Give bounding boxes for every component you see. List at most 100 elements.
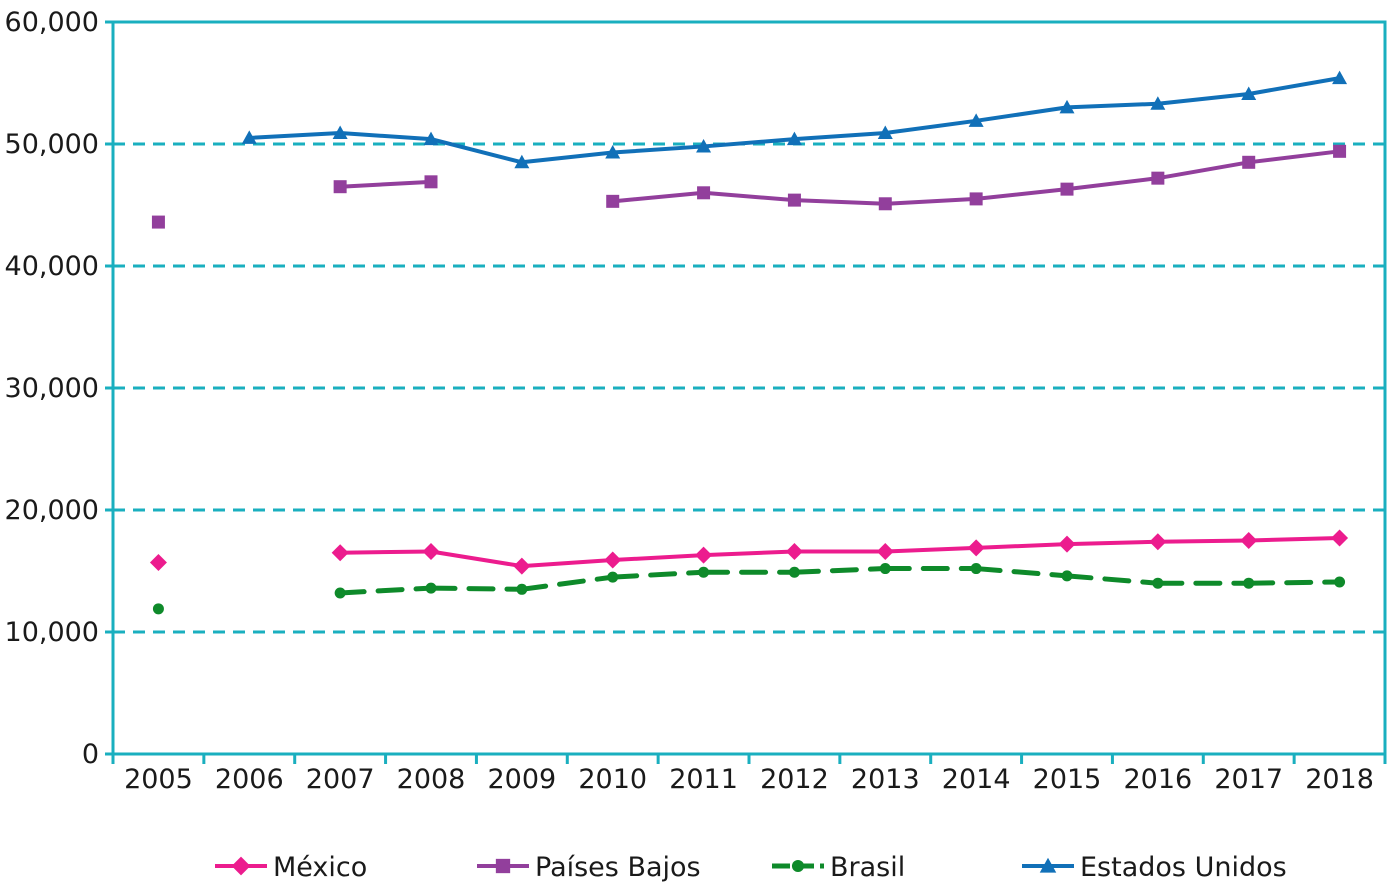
data-point bbox=[513, 557, 531, 575]
series-line-segment bbox=[883, 118, 979, 136]
data-point bbox=[332, 125, 348, 140]
x-tick-label: 2016 bbox=[1123, 764, 1192, 795]
series-line-segment bbox=[610, 190, 706, 204]
series-line-segment bbox=[1065, 539, 1160, 547]
data-point bbox=[1333, 144, 1347, 158]
legend-marker bbox=[791, 859, 805, 873]
series-line-segment bbox=[610, 553, 706, 563]
series-line-segment bbox=[883, 196, 979, 206]
data-point bbox=[1243, 577, 1255, 589]
data-point bbox=[697, 186, 711, 200]
series-3 bbox=[241, 70, 1348, 169]
data-point bbox=[970, 563, 982, 575]
series-line-segment bbox=[247, 131, 343, 140]
series-line-segment bbox=[701, 190, 797, 203]
data-point bbox=[785, 542, 803, 560]
y-tick-label: 10,000 bbox=[5, 617, 99, 648]
data-point bbox=[879, 563, 891, 575]
series-line-segment bbox=[429, 549, 524, 569]
series-line-segment bbox=[1155, 160, 1251, 181]
data-point bbox=[152, 603, 164, 615]
series-line-segment bbox=[974, 542, 1069, 550]
data-point bbox=[877, 125, 893, 140]
series-line-segment bbox=[701, 549, 797, 558]
series-line-segment bbox=[610, 144, 706, 155]
data-point bbox=[787, 193, 801, 207]
data-point bbox=[241, 130, 257, 144]
series-line-segment bbox=[1065, 101, 1160, 110]
y-axis: 0 10,000 20,000 30,000 40,000 50,000 60,000 bbox=[5, 7, 113, 770]
x-tick-label: 2007 bbox=[306, 764, 375, 795]
series-line-segment bbox=[1155, 91, 1251, 106]
data-point bbox=[607, 571, 619, 583]
series-line-segment bbox=[1246, 76, 1342, 96]
legend-label: Países Bajos bbox=[535, 852, 701, 883]
gridlines bbox=[113, 142, 1385, 634]
x-tick-label: 2013 bbox=[851, 764, 920, 795]
series-line-segment bbox=[338, 179, 433, 189]
series-line-segment bbox=[519, 574, 616, 592]
data-point bbox=[151, 215, 165, 229]
y-tick-label: 20,000 bbox=[5, 495, 99, 526]
x-tick-label: 2011 bbox=[669, 764, 738, 795]
series-line-segment bbox=[610, 569, 707, 580]
data-point bbox=[876, 542, 894, 560]
data-point bbox=[786, 131, 802, 146]
data-point bbox=[1240, 532, 1258, 549]
y-tick-label: 60,000 bbox=[5, 7, 99, 38]
series-line-segment bbox=[338, 549, 433, 555]
x-tick-label: 2010 bbox=[578, 764, 647, 795]
data-point bbox=[967, 539, 985, 557]
data-point bbox=[423, 131, 439, 146]
legend-label: Estados Unidos bbox=[1080, 852, 1287, 883]
data-point bbox=[334, 587, 346, 599]
data-point bbox=[604, 551, 622, 569]
series-line-segment bbox=[1064, 573, 1161, 586]
series-line-segment bbox=[883, 545, 979, 554]
data-point bbox=[333, 180, 347, 194]
data-point bbox=[696, 138, 712, 153]
legend-label: Brasil bbox=[830, 852, 905, 883]
legend: México Países Bajos Brasil Estados Unidos bbox=[215, 852, 1287, 883]
data-point bbox=[1334, 576, 1346, 588]
legend-item: Países Bajos bbox=[477, 852, 701, 883]
legend-item: Estados Unidos bbox=[1022, 852, 1287, 883]
series-line-segment bbox=[792, 198, 888, 206]
data-point bbox=[1149, 533, 1167, 551]
data-point bbox=[1242, 155, 1256, 169]
x-tick-label: 2008 bbox=[397, 764, 466, 795]
x-tick-label: 2009 bbox=[487, 764, 556, 795]
series-2 bbox=[152, 563, 1346, 615]
data-point bbox=[1060, 182, 1074, 196]
series-line-segment bbox=[791, 566, 888, 575]
legend-item: Brasil bbox=[772, 852, 905, 883]
series-line-segment bbox=[1246, 536, 1342, 543]
data-point bbox=[1332, 70, 1348, 85]
data-point bbox=[1151, 171, 1165, 185]
data-point bbox=[1331, 529, 1349, 547]
series-line-segment bbox=[792, 131, 888, 142]
series-0 bbox=[149, 529, 1349, 575]
x-tick-label: 2015 bbox=[1033, 764, 1102, 795]
series-line-segment bbox=[974, 105, 1069, 123]
x-tick-label: 2005 bbox=[124, 764, 193, 795]
legend-marker bbox=[1039, 857, 1057, 873]
data-point bbox=[516, 583, 528, 595]
data-point bbox=[1150, 96, 1166, 110]
data-point bbox=[788, 566, 800, 578]
y-tick-label: 0 bbox=[82, 739, 99, 770]
data-point bbox=[606, 194, 620, 208]
data-point bbox=[695, 546, 713, 564]
x-tick-label: 2006 bbox=[215, 764, 284, 795]
series-line-segment bbox=[1065, 176, 1160, 192]
series-line-segment bbox=[974, 187, 1069, 201]
y-tick-label: 50,000 bbox=[5, 129, 99, 160]
series-line-segment bbox=[1246, 579, 1343, 586]
y-tick-label: 30,000 bbox=[5, 373, 99, 404]
series-line-segment bbox=[337, 585, 434, 596]
series-1 bbox=[151, 144, 1347, 229]
x-tick-label: 2012 bbox=[760, 764, 829, 795]
x-tick-label: 2014 bbox=[942, 764, 1011, 795]
data-point bbox=[424, 175, 438, 189]
